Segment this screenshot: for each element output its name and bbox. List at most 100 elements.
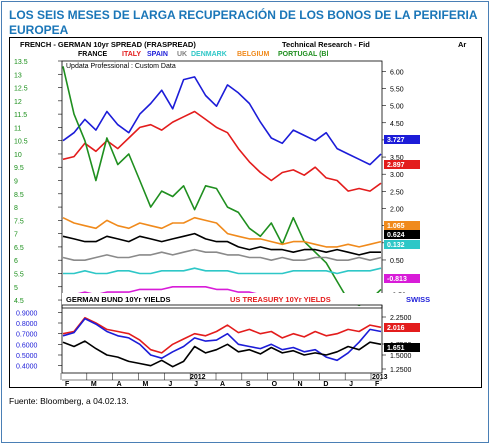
value-badge — [384, 221, 420, 230]
month-label: M — [143, 381, 149, 387]
month-label: J — [349, 381, 353, 387]
left-tick-label: 5.5 — [14, 271, 24, 278]
series-line — [62, 76, 382, 166]
legend-item: BELGIUM — [237, 51, 269, 58]
value-badge-label: 1.651 — [387, 345, 405, 352]
right-tick-label: 3.00 — [390, 172, 404, 179]
top-chart-subtitle: Updata Professional : Custom Data — [66, 63, 176, 70]
legend-item: FRANCE — [78, 51, 107, 58]
series-line — [62, 232, 381, 256]
month-label: J — [194, 381, 198, 387]
series-line — [63, 267, 382, 275]
value-badge-label: 2.897 — [387, 162, 405, 169]
right-tick-label: 0.50 — [390, 258, 404, 265]
value-badge — [384, 160, 420, 169]
right-tick-label: 6.00 — [390, 69, 404, 76]
series-line — [62, 110, 382, 192]
month-label: S — [246, 381, 251, 387]
legend-item: ITALY — [122, 51, 141, 58]
value-badge-label: 0.624 — [387, 232, 405, 239]
right-tick-label: 2.50 — [390, 189, 404, 196]
left-tick-label: 6 — [14, 258, 18, 265]
left-tick-label: 0.8000 — [16, 321, 38, 328]
right-tick-label: 5.50 — [390, 86, 404, 93]
series-line — [62, 317, 382, 362]
left-tick-label: 0.6000 — [16, 342, 38, 349]
month-label: A — [220, 381, 225, 387]
year-label: 2013 — [372, 374, 388, 381]
chart-svg: FRENCH - GERMAN 10yr SPREAD (FRASPREAD) … — [14, 40, 478, 388]
left-tick-label: 9 — [14, 179, 18, 186]
top-chart-corner-label: Ar — [458, 40, 466, 49]
chart-panel: FRENCH - GERMAN 10yr SPREAD (FRASPREAD) … — [9, 37, 482, 388]
top-chart-series — [62, 66, 382, 307]
left-tick-label: 13.5 — [14, 59, 28, 66]
left-tick-label: 11 — [14, 125, 21, 132]
left-tick-label: 0.7000 — [16, 332, 38, 339]
left-tick-label: 12.5 — [14, 86, 28, 93]
series-line — [62, 216, 382, 248]
left-tick-label: 5 — [14, 285, 18, 292]
right-tick-label: 5.00 — [390, 104, 404, 111]
left-tick-label: 8 — [14, 205, 18, 212]
left-tick-label: 10 — [14, 152, 22, 159]
month-label: J — [168, 381, 172, 387]
bottom-left-axis: 0.9000 0.8000 0.7000 0.6000 0.5000 0.4000 — [16, 310, 62, 371]
top-left-axis: 13.5 13 12.5 12 11.5 11 10.5 10 9.5 9 8.5 8 7.5 7 6.5 6… — [14, 59, 62, 305]
bottom-title-bar — [62, 293, 478, 305]
top-plot-area — [61, 60, 383, 309]
value-badge-label: 1.065 — [387, 223, 405, 230]
value-badge-label: 0.132 — [387, 242, 405, 249]
right-tick-label: 4.50 — [390, 121, 404, 128]
top-chart-title: FRENCH - GERMAN 10yr SPREAD (FRASPREAD) — [20, 40, 196, 49]
left-tick-label: 0.4000 — [16, 364, 38, 371]
legend-item: SPAIN — [147, 51, 168, 58]
month-label: F — [375, 381, 380, 387]
right-tick-label: 3.50 — [390, 155, 404, 162]
value-badge — [384, 323, 420, 332]
series-line — [62, 316, 382, 354]
value-badge — [384, 135, 420, 144]
top-chart-provider: Technical Research - Fid — [282, 40, 370, 49]
figure-headline: LOS SEIS MESES DE LARGA RECUPERACIÓN DE … — [9, 8, 478, 37]
series-line — [62, 66, 382, 307]
top-right-axis: 6.005.505.004.504.003.503.002.502.001.50… — [382, 69, 406, 299]
right-tick-label: 2.00 — [390, 207, 404, 214]
legend-item: PORTUGAL (Bl — [278, 51, 328, 58]
left-tick-label: 4.5 — [14, 298, 24, 305]
top-chart-legend: FRANCE ITALY SPAIN UK DENMARK BELGIUM PORTUGAL… — [78, 51, 328, 58]
bottom-chart-title-bund: GERMAN BUND 10Yr YIELDS — [66, 295, 170, 304]
month-label: D — [323, 381, 328, 387]
month-label: M — [91, 381, 97, 387]
left-tick-label: 12 — [14, 99, 22, 106]
value-badge-label: 3.727 — [387, 137, 405, 144]
value-badge — [384, 230, 420, 239]
year-label: 2012 — [190, 374, 206, 381]
left-tick-label: 0.9000 — [16, 310, 38, 317]
value-badge — [384, 343, 420, 352]
top-chart-value-badges: 3.727 2.897 1.065 0.624 0.132 -0.813 — [384, 135, 420, 283]
right-tick-label: 1.2500 — [390, 367, 412, 374]
left-tick-label: 7 — [14, 232, 18, 239]
legend-item: DENMARK — [191, 51, 227, 58]
month-label: A — [117, 381, 122, 387]
series-line — [62, 248, 382, 261]
left-tick-label: 8.5 — [14, 192, 24, 199]
left-tick-label: 0.5000 — [16, 353, 38, 360]
legend-item: UK — [177, 51, 187, 58]
left-tick-label: 11.5 — [14, 112, 27, 119]
left-tick-label: 9.5 — [14, 165, 24, 172]
value-badge — [384, 240, 420, 249]
left-tick-label: 13 — [14, 72, 22, 79]
left-tick-label: 6.5 — [14, 245, 24, 252]
month-label: F — [65, 381, 70, 387]
month-label: O — [272, 381, 278, 387]
bottom-chart-title-swiss: SWISS — [406, 295, 430, 304]
bottom-chart-title-treasury: US TREASURY 10Yr YIELDS — [230, 295, 331, 304]
month-label: N — [298, 381, 303, 387]
bottom-plot-area — [61, 304, 383, 374]
source-note: Fuente: Bloomberg, a 04.02.13. — [9, 396, 129, 406]
left-tick-label: 10.5 — [14, 139, 28, 146]
bottom-chart-value-badges: 2.016 1.651 — [384, 323, 420, 352]
